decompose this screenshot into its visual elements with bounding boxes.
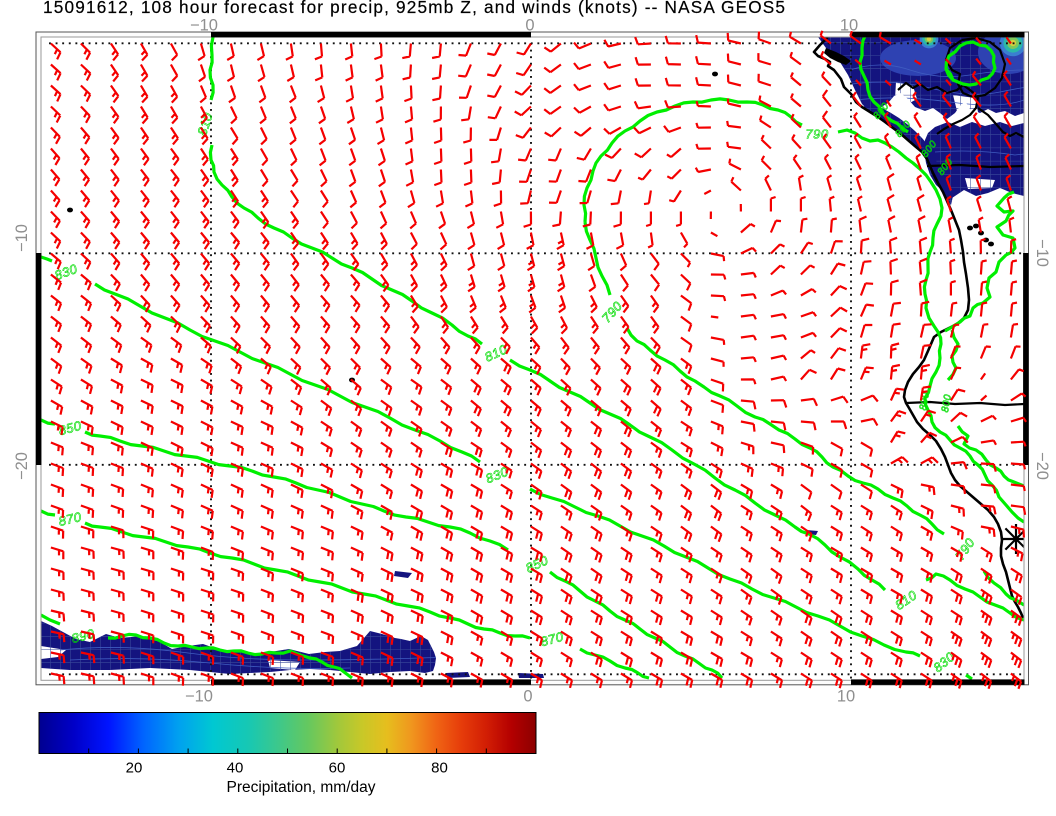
svg-text:10: 10 xyxy=(837,688,855,706)
svg-text:870: 870 xyxy=(539,629,566,650)
svg-text:0: 0 xyxy=(525,17,534,35)
svg-text:850: 850 xyxy=(57,418,84,439)
svg-text:15091612, 108 hour forecast fo: 15091612, 108 hour forecast for precip, … xyxy=(43,0,785,17)
svg-text:10: 10 xyxy=(840,17,858,35)
svg-text:Precipitation, mm/day: Precipitation, mm/day xyxy=(226,779,375,796)
svg-text:0: 0 xyxy=(523,688,532,706)
svg-text:−10: −10 xyxy=(190,17,218,35)
svg-text:−10: −10 xyxy=(185,688,213,706)
svg-text:80: 80 xyxy=(431,760,448,777)
svg-text:−10: −10 xyxy=(1033,239,1051,267)
svg-text:20: 20 xyxy=(126,760,143,777)
svg-text:60: 60 xyxy=(329,760,346,777)
svg-text:−20: −20 xyxy=(1033,452,1051,480)
svg-text:810: 810 xyxy=(194,110,216,137)
svg-text:800: 800 xyxy=(940,393,954,413)
svg-text:40: 40 xyxy=(227,760,244,777)
svg-text:−10: −10 xyxy=(13,224,31,252)
svg-text:890: 890 xyxy=(70,626,96,646)
svg-text:−20: −20 xyxy=(13,452,31,480)
svg-text:790: 790 xyxy=(805,127,828,142)
